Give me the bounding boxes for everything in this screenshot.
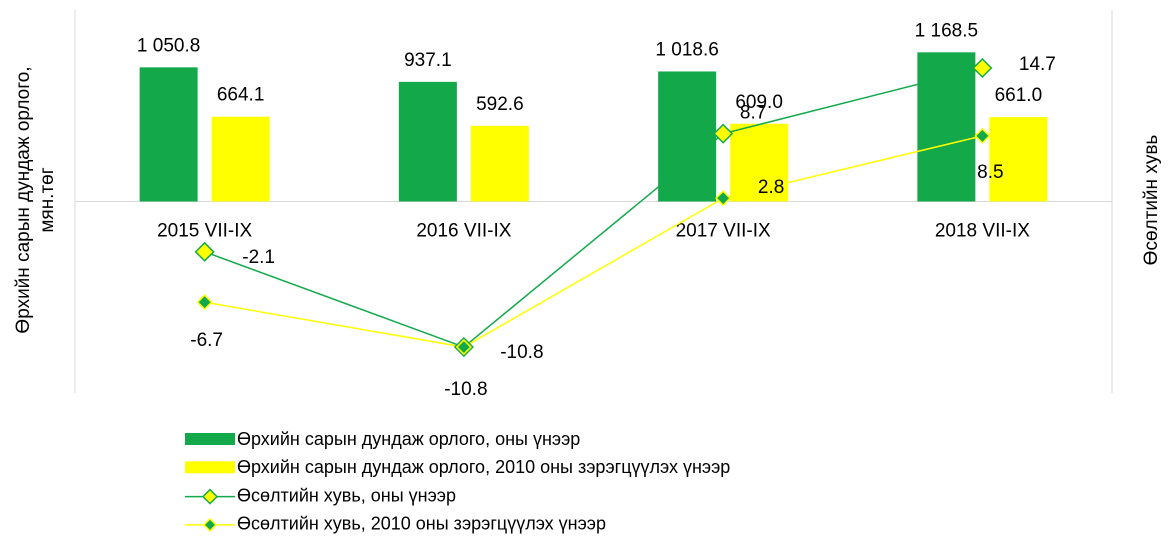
legend-swatch xyxy=(185,461,235,474)
bar xyxy=(730,123,789,202)
data-label: 592.6 xyxy=(476,94,524,115)
data-label: -2.1 xyxy=(242,247,275,268)
bar xyxy=(989,117,1048,202)
legend-marker xyxy=(202,517,218,532)
marker xyxy=(196,294,213,311)
y-axis-title: Өрхийн сарын дундаж орлого, xyxy=(13,66,34,333)
data-label: -10.8 xyxy=(444,379,487,400)
x-tick-label: 2017 VII-IX xyxy=(676,221,771,242)
marker xyxy=(715,190,732,207)
data-label: 1 050.8 xyxy=(137,35,200,56)
bar xyxy=(470,125,529,202)
data-label: 1 018.6 xyxy=(655,39,718,60)
bar xyxy=(211,116,270,202)
marker xyxy=(455,338,472,356)
bar xyxy=(917,52,976,202)
legend-label: Өрхийн сарын дундаж орлого, оны үнээр xyxy=(237,429,580,449)
data-label: 609.0 xyxy=(735,92,783,113)
marker xyxy=(972,57,993,79)
legend-marker xyxy=(201,488,219,505)
x-tick-label: 2018 VII-IX xyxy=(935,221,1030,242)
data-label: 8.7 xyxy=(740,103,766,124)
data-label: -6.7 xyxy=(190,330,223,351)
data-label: 937.1 xyxy=(404,50,452,71)
data-label: 8.5 xyxy=(977,162,1003,183)
marker xyxy=(974,127,991,144)
legend-label: Өсөлтийн хувь, 2010 оны зэрэгцүүлэх үнээ… xyxy=(237,514,606,534)
data-label: 664.1 xyxy=(217,85,265,106)
legend-label: Өрхийн сарын дундаж орлого, 2010 оны зэр… xyxy=(237,457,730,477)
data-label: -10.8 xyxy=(500,342,543,363)
data-label: 14.7 xyxy=(1019,54,1056,75)
line xyxy=(204,135,983,348)
y-axis-title: мян.төг xyxy=(37,167,58,232)
line xyxy=(204,67,983,348)
data-label: 1 168.5 xyxy=(915,20,978,41)
bar xyxy=(658,71,717,202)
x-tick-label: 2016 VII-IX xyxy=(416,221,511,242)
data-label: 2.8 xyxy=(758,177,784,198)
bar xyxy=(398,81,457,202)
legend-swatch xyxy=(185,433,235,445)
data-label: 661.0 xyxy=(995,85,1043,106)
x-tick-label: 2015 VII-IX xyxy=(157,221,252,242)
legend-label: Өсөлтийн хувь, оны үнээр xyxy=(237,485,456,505)
marker xyxy=(194,241,215,262)
y2-axis-title: Өсөлтийн хувь xyxy=(1141,135,1162,266)
bar xyxy=(139,67,198,202)
marker xyxy=(713,123,734,144)
